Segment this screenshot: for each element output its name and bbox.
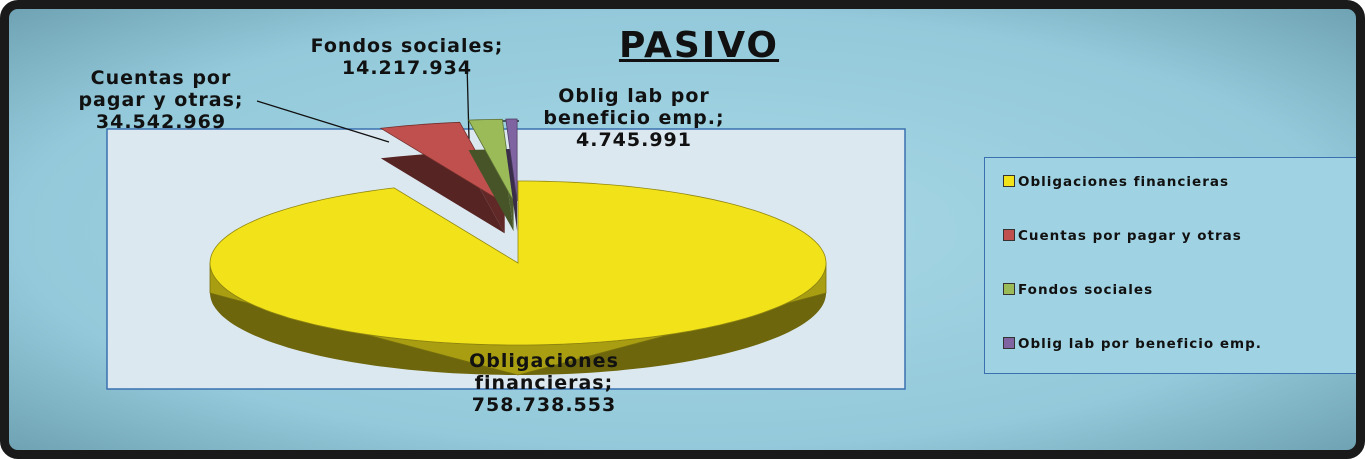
legend-label: Fondos sociales: [1018, 282, 1154, 298]
legend-swatch: [1003, 229, 1015, 241]
data-label: Obligaciones financieras; 758.738.553: [469, 350, 619, 416]
pie-slice: [467, 118, 515, 202]
leader-line: [256, 100, 390, 143]
legend-label: Obligaciones financieras: [1018, 174, 1229, 190]
pie-slice: [209, 180, 827, 346]
slice-bottom: [380, 152, 505, 234]
legend-item: Oblig lab por beneficio emp.: [1003, 336, 1262, 352]
leader-line: [466, 63, 470, 140]
legend-label: Cuentas por pagar y otras: [1018, 228, 1242, 244]
legend: Obligaciones financieras Cuentas por paga…: [984, 157, 1356, 374]
legend-item: Obligaciones financieras: [1003, 174, 1229, 190]
data-label: Fondos sociales; 14.217.934: [310, 35, 504, 79]
pie-slice: [505, 118, 518, 202]
legend-swatch: [1003, 175, 1015, 187]
legend-swatch: [1003, 283, 1015, 295]
legend-item: Cuentas por pagar y otras: [1003, 228, 1242, 244]
chart: [106, 63, 906, 390]
legend-item: Fondos sociales: [1003, 282, 1153, 298]
chart-title: PASIVO: [618, 25, 780, 66]
legend-swatch: [1003, 337, 1015, 349]
data-label: Cuentas por pagar y otras; 34.542.969: [78, 67, 244, 133]
pie-slice: [379, 121, 506, 205]
data-label: Oblig lab por beneficio emp.; 4.745.991: [543, 85, 725, 151]
legend-label: Oblig lab por beneficio emp.: [1018, 336, 1262, 352]
